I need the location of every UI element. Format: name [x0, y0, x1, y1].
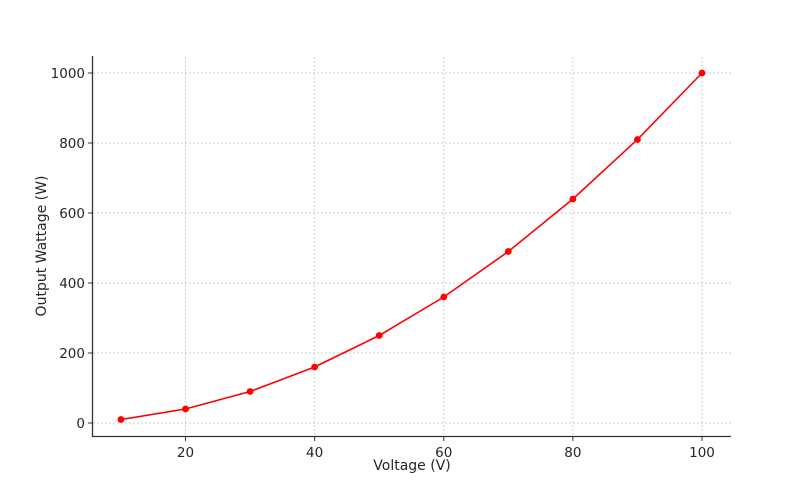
grid-lines: [93, 57, 731, 436]
axes: [91, 56, 731, 438]
y-tick-label: 200: [59, 346, 85, 362]
x-axis-label: Voltage (V): [373, 458, 450, 474]
y-tick-label: 400: [59, 276, 85, 292]
y-tick-label: 600: [59, 206, 85, 222]
data-point-marker: [569, 195, 577, 203]
data-point-marker: [634, 136, 641, 143]
data-point-marker: [182, 405, 189, 413]
data-point-marker: [698, 69, 706, 77]
x-axis-ticks: 20 40 60 80 100: [177, 437, 715, 461]
data-point-marker: [311, 363, 319, 371]
data-point-marker: [246, 388, 254, 395]
x-tick-label: 20: [177, 445, 194, 461]
x-tick-label: 60: [435, 445, 452, 461]
series-line: [120, 72, 703, 421]
y-axis-ticks: 0 200 400 600 800 1000: [51, 66, 92, 432]
data-point-marker: [375, 332, 383, 339]
y-tick-label: 800: [59, 136, 85, 152]
x-tick-label: 100: [689, 445, 715, 461]
data-point-marker: [117, 416, 125, 423]
x-tick-label: 40: [306, 445, 323, 461]
x-tick-label: 80: [564, 445, 581, 461]
data-point-marker: [440, 293, 448, 301]
data-series: [117, 69, 706, 423]
y-tick-label: 1000: [51, 66, 85, 82]
y-axis-label: Output Wattage (W): [34, 176, 50, 317]
y-tick-label: 0: [76, 416, 85, 432]
data-point-marker: [504, 248, 512, 255]
